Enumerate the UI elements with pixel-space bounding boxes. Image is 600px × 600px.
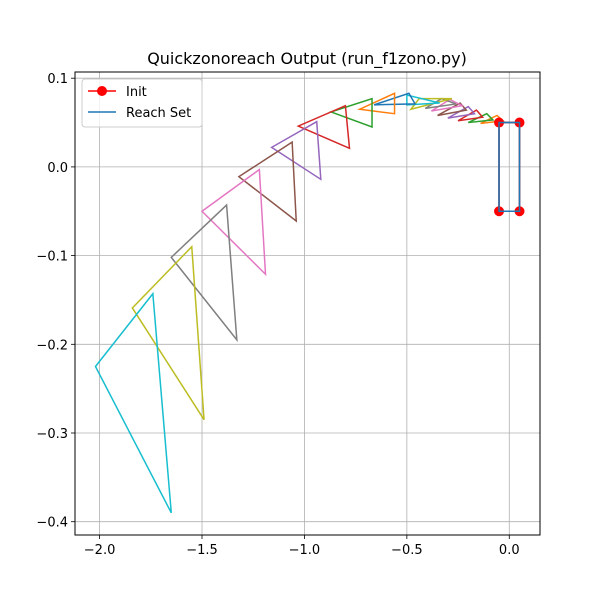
init-set <box>494 117 525 217</box>
reach-set-polygon <box>431 98 465 112</box>
reach-set-polygon <box>131 245 205 421</box>
x-tick-label: −1.0 <box>289 543 321 558</box>
x-tick-label: −1.5 <box>186 543 218 558</box>
y-tick-label: −0.4 <box>36 516 68 531</box>
legend-label-init: Init <box>126 85 147 100</box>
x-tick-label: −0.5 <box>391 543 423 558</box>
x-tick-label: 0.0 <box>499 543 520 558</box>
legend-label-reach-set: Reach Set <box>126 106 191 121</box>
x-tick-label: −2.0 <box>84 543 116 558</box>
plot-area-frame <box>74 71 541 536</box>
reach-set-polygon <box>437 102 468 117</box>
legend-init-marker <box>97 86 107 96</box>
legend: Init Reach Set <box>81 78 203 128</box>
chart-title: Quickzonoreach Output (run_f1zono.py) <box>147 49 467 69</box>
axis-ticks: −2.0 −1.5 −1.0 −0.5 0.0 −0.4 −0.3 −0.2 −0.1 0.0 0.… <box>36 72 519 558</box>
y-tick-label: −0.1 <box>36 250 68 265</box>
reach-set-polygon <box>170 203 238 343</box>
reach-set-polygon <box>296 104 351 150</box>
y-tick-label: −0.3 <box>36 427 68 442</box>
grid <box>75 72 540 535</box>
reach-set-polygon <box>200 168 267 277</box>
reach-set-polygons <box>94 92 521 514</box>
y-tick-label: 0.1 <box>47 72 68 87</box>
reach-set-polygon <box>406 94 440 106</box>
y-tick-label: 0.0 <box>47 161 68 176</box>
reach-set-polygon <box>94 291 173 514</box>
y-tick-label: −0.2 <box>36 338 68 353</box>
reach-set-polygon <box>498 121 521 212</box>
reach-set-polygon <box>328 97 373 129</box>
reach-set-polygon <box>237 140 298 223</box>
reach-set-polygon <box>357 92 396 115</box>
reach-set-polygon <box>270 120 322 181</box>
